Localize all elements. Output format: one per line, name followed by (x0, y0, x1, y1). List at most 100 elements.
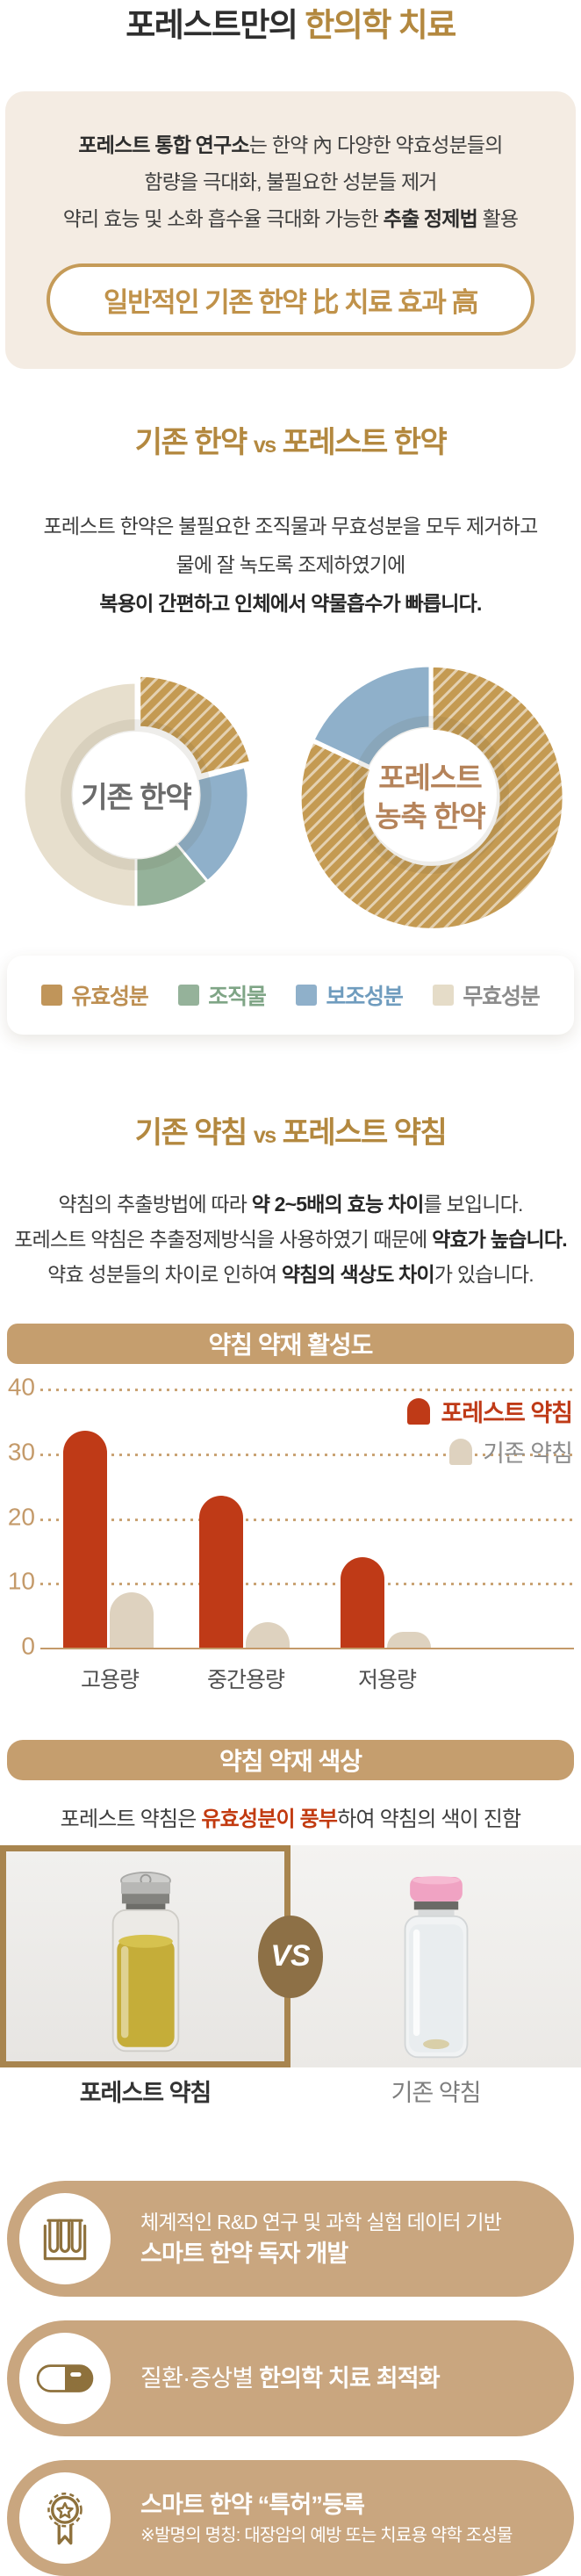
chart-legend-item: 포레스트 약침 (407, 1394, 573, 1428)
acu-section-heading: 기존 약침 vs 포레스트 약침 (0, 1112, 581, 1157)
bar-포레스트 약침-고용량 (63, 1430, 107, 1648)
paragraph-line: 복용이 간편하고 인체에서 약물흡수가 빠릅니다. (99, 592, 482, 615)
chart-legend-label: 포레스트 약침 (441, 1400, 573, 1426)
feature-icon-circle (19, 2193, 111, 2284)
intro-line-2: 함량을 극대화, 불필요한 성분들 제거 (144, 170, 437, 193)
vial-photo-comparison: VS (0, 1845, 581, 2067)
legend-swatch (296, 985, 318, 1006)
heading-vs: vs (253, 433, 276, 458)
donut-svg (298, 664, 565, 931)
paragraph-line: 약효 성분들의 차이로 인하여 약침의 색상도 차이가 있습니다. (47, 1263, 534, 1286)
chart-legend-label: 기존 약침 (483, 1440, 573, 1467)
vs-badge: VS (258, 1915, 323, 1998)
bar-기존 약침-저용량 (387, 1631, 431, 1648)
legend-item-active: 유효성분 (41, 979, 149, 1011)
test-tubes-icon (43, 2219, 87, 2261)
feature-line: 질환·증상별 한의학 치료 최적화 (140, 2365, 441, 2392)
paragraph-line: 포레스트 한약은 불필요한 조직물과 무효성분을 모두 제거하고 (43, 515, 539, 538)
page-title-accent: 한의학 치료 (305, 7, 456, 43)
y-tick-label-40: 40 (7, 1373, 35, 1401)
feature-line: 스마트 한약 독자 개발 (140, 2240, 348, 2267)
donut-slice-무효성분 (22, 681, 138, 909)
legend-bar-icon (449, 1438, 473, 1465)
feature-line: 스마트 한약 “특허”등록 (140, 2492, 365, 2518)
standard-vial-panel (290, 1845, 581, 2067)
legend-item-tissue: 조직물 (178, 979, 267, 1011)
effect-badge: 일반적인 기존 한약 比 치료 효과 高 (47, 263, 534, 336)
heading-vs: vs (253, 1123, 276, 1148)
feature-line: 체계적인 R&D 연구 및 과학 실험 데이터 기반 (140, 2211, 502, 2233)
feature-icon-circle (19, 2333, 111, 2424)
donut-slice-보조성분 (311, 664, 432, 768)
heading-right: 포레스트 한약 (282, 426, 448, 459)
paragraph-line: 포레스트 약침은 추출정제방식을 사용하였기 때문에 약효가 높습니다. (14, 1228, 567, 1251)
herb-section-heading: 기존 한약 vs 포레스트 한약 (0, 422, 581, 466)
y-tick-label-10: 10 (7, 1567, 35, 1595)
feature-card-patent: 스마트 한약 “특허”등록 ※발명의 명칭: 대장암의 예방 또는 치료용 약학… (7, 2460, 574, 2576)
page-title: 포레스트만의 한의학 치료 (0, 0, 581, 44)
donut-chart-row: 기존 한약 포레스트 농축 한약 (0, 656, 581, 938)
legend-item-auxiliary: 보조성분 (296, 979, 404, 1011)
paragraph-line: 약침의 추출방법에 따라 약 2~5배의 효능 차이를 보입니다. (58, 1193, 523, 1216)
forest-vial-panel (0, 1845, 290, 2067)
legend-swatch (433, 985, 455, 1006)
legend-bar-icon (407, 1397, 431, 1425)
herb-paragraph: 포레스트 한약은 불필요한 조직물과 무효성분을 모두 제거하고 물에 잘 녹도… (0, 507, 581, 623)
gridline-40 (40, 1389, 574, 1391)
feature-icon-circle (19, 2472, 111, 2564)
medal-icon (47, 2492, 82, 2545)
donut-slice-유효성분 (298, 664, 565, 931)
feature-card-rnd: 체계적인 R&D 연구 및 과학 실험 데이터 기반 스마트 한약 독자 개발 (7, 2181, 574, 2297)
y-tick-label-20: 20 (7, 1502, 35, 1530)
standard-vial-image (404, 1876, 468, 2059)
gridline-20 (40, 1518, 574, 1521)
legend-label: 무효성분 (463, 985, 540, 1009)
vial-labels: 포레스트 약침 기존 약침 (0, 2079, 581, 2107)
feature-text: 체계적인 R&D 연구 및 과학 실험 데이터 기반 스마트 한약 독자 개발 (140, 2207, 502, 2270)
bar-포레스트 약침-저용량 (341, 1556, 384, 1648)
bar-기존 약침-고용량 (110, 1592, 154, 1648)
feature-text: 질환·증상별 한의학 치료 최적화 (140, 2362, 441, 2395)
forest-vial-image (111, 1871, 179, 2053)
legend-label: 보조성분 (326, 985, 403, 1009)
bar-포레스트 약침-중간용량 (199, 1495, 243, 1648)
legend-swatch (178, 985, 200, 1006)
heading-left: 기존 약침 (134, 1116, 248, 1150)
donut-svg (22, 674, 253, 909)
legend-label: 유효성분 (71, 985, 148, 1009)
activity-bar-chart: 40 30 20 10 0 고용량 중간용량 저용량 포레스트 약침 기존 약침 (7, 1364, 574, 1707)
gridline-0 (40, 1648, 574, 1649)
gridline-10 (40, 1583, 574, 1586)
bar-기존 약침-중간용량 (246, 1621, 290, 1648)
donut-chart-standard: 기존 한약 (12, 671, 260, 923)
chart-legend-item: 기존 약침 (449, 1434, 573, 1468)
component-legend: 유효성분 조직물 보조성분 무효성분 (7, 956, 574, 1035)
donut-chart-forest: 포레스트 농축 한약 (291, 656, 569, 938)
paragraph-line: 물에 잘 녹도록 조제하였기에 (176, 553, 405, 576)
x-axis-label-중간용량: 중간용량 (206, 1668, 285, 1692)
feature-text: 스마트 한약 “특허”등록 ※발명의 명칭: 대장암의 예방 또는 치료용 약학… (140, 2488, 513, 2548)
intro-line-1: 포레스트 통합 연구소는 한약 內 다양한 약효성분들의 (78, 133, 503, 156)
donut-slice-유효성분 (138, 674, 253, 777)
y-tick-label-30: 30 (7, 1438, 35, 1466)
legend-swatch (41, 985, 63, 1006)
y-tick-label-0: 0 (21, 1632, 35, 1660)
activity-chart-header: 약침 약재 활성도 (7, 1324, 574, 1364)
capsule-icon (36, 2364, 94, 2392)
x-axis-label-고용량: 고용량 (80, 1668, 140, 1692)
feature-card-optimization: 질환·증상별 한의학 치료 최적화 (7, 2320, 574, 2436)
donut-inner-shadow (351, 716, 509, 874)
legend-item-inactive: 무효성분 (433, 979, 541, 1011)
vial-label-forest: 포레스트 약침 (79, 2080, 212, 2106)
donut-inner-shadow (61, 719, 212, 870)
heading-left: 기존 한약 (134, 426, 248, 459)
feature-note: ※발명의 명칭: 대장암의 예방 또는 치료용 약학 조성물 (140, 2526, 513, 2545)
acu-paragraph: 약침의 추출방법에 따라 약 2~5배의 효능 차이를 보입니다. 포레스트 약… (0, 1187, 581, 1292)
color-section-header: 약침 약재 색상 (7, 1740, 574, 1780)
page-title-prefix: 포레스트만의 (126, 7, 305, 43)
color-caption: 포레스트 약침은 유효성분이 풍부하여 약침의 색이 진함 (60, 1808, 521, 1831)
heading-right: 포레스트 약침 (282, 1116, 448, 1150)
intro-line-3: 약리 효능 및 소화 흡수율 극대화 가능한 추출 정제법 활용 (62, 207, 519, 230)
gridline-30 (40, 1453, 574, 1456)
